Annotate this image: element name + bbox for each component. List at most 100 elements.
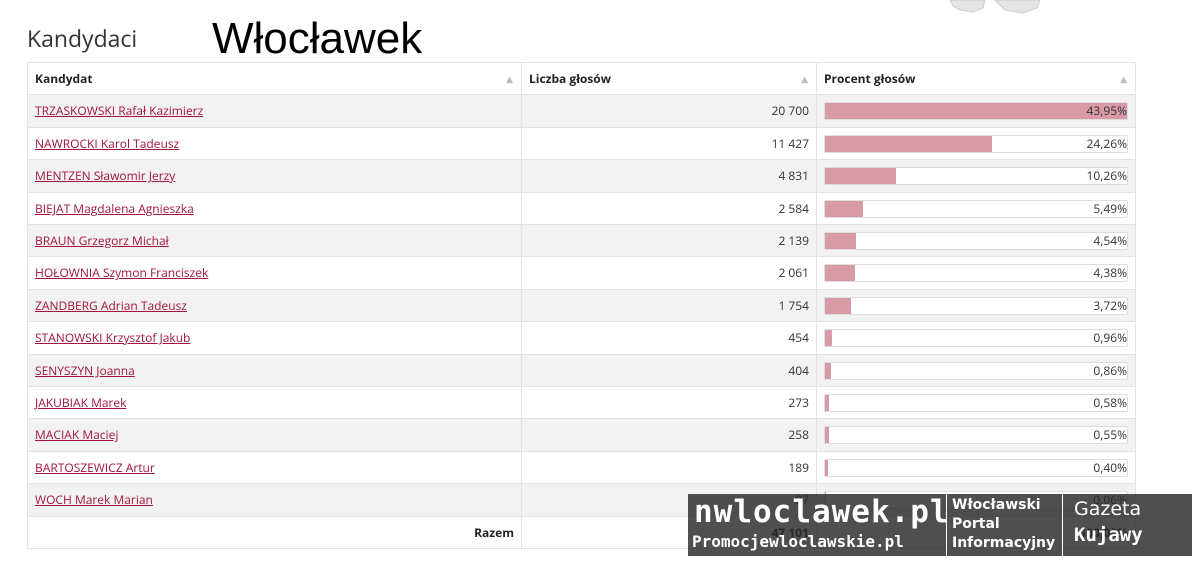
bar	[825, 362, 831, 379]
gazeta-line: Gazeta	[1074, 498, 1142, 520]
bar-track	[824, 134, 1128, 153]
watermark-gazeta: Gazeta Kujawy	[1074, 496, 1143, 548]
header-label: Liczba głosów	[529, 70, 611, 87]
votes: 20 700	[771, 102, 809, 120]
results-table: Kandydat ▲ Liczba głosów ▲ Procent głosów ▲ TR…	[27, 62, 1136, 549]
candidate-link[interactable]: WOCH Marek Marian	[35, 491, 153, 509]
bar-track	[824, 394, 1128, 412]
candidate-link[interactable]: ZANDBERG Adrian Tadeusz	[35, 296, 187, 314]
name-cell: MENTZEN Sławomir Jerzy	[28, 160, 522, 193]
bar-track	[824, 426, 1128, 445]
bar-track	[824, 102, 1128, 121]
votes-cell: 2 139	[522, 225, 817, 258]
bar	[825, 330, 832, 347]
percent-label: 43,95%	[1086, 102, 1127, 120]
name-cell: JAKUBIAK Marek	[28, 387, 522, 420]
header-cell[interactable]: Procent głosów ▲	[817, 63, 1136, 96]
percent-cell: 0,55%	[817, 419, 1136, 452]
header-cell[interactable]: Liczba głosów ▲	[522, 63, 817, 96]
votes: 11 427	[771, 134, 809, 152]
heading: Kandydaci	[27, 22, 138, 54]
name-cell: BRAUN Grzegorz Michał	[28, 225, 522, 258]
name-cell: BIEJAT Magdalena Agnieszka	[28, 192, 522, 225]
candidate-link[interactable]: JAKUBIAK Marek	[35, 394, 127, 411]
bar	[825, 135, 992, 152]
map-graphic	[949, 0, 1041, 14]
name-cell: BARTOSZEWICZ Artur	[28, 451, 522, 485]
votes: 1 754	[778, 296, 809, 314]
bar	[825, 459, 828, 476]
name-cell: ZANDBERG Adrian Tadeusz	[28, 289, 522, 323]
gazeta-line: Kujawy	[1074, 524, 1143, 546]
bar-track	[824, 264, 1128, 283]
portal-line: Portal	[952, 516, 1000, 532]
percent-label: 10,26%	[1086, 167, 1127, 185]
percent-cell: 0,96%	[817, 322, 1136, 355]
votes: 2 061	[778, 264, 809, 282]
percent-label: 0,55%	[1093, 426, 1127, 444]
watermark: nwloclawek.pl Promocjewloclawskie.pl Wło…	[688, 494, 1192, 556]
votes: 2 139	[778, 232, 809, 249]
bar	[825, 200, 863, 217]
percent-label: 0,58%	[1093, 394, 1127, 411]
bar-track	[824, 199, 1128, 218]
votes-cell: 2 061	[522, 257, 817, 290]
watermark-promo: Promocjewloclawskie.pl	[692, 532, 904, 551]
header-cell[interactable]: Kandydat ▲	[28, 63, 522, 96]
candidate-link[interactable]: HOŁOWNIA Szymon Franciszek	[35, 264, 209, 282]
candidate-link[interactable]: NAWROCKI Karol Tadeusz	[35, 134, 180, 152]
percent-cell: 0,40%	[817, 451, 1136, 485]
candidate-link[interactable]: MACIAK Maciej	[35, 426, 119, 444]
percent-cell: 43,95%	[817, 95, 1136, 128]
votes: 273	[788, 394, 809, 411]
sort-icon: ▲	[1120, 72, 1127, 85]
name-cell: NAWROCKI Karol Tadeusz	[28, 127, 522, 161]
percent-label: 0,86%	[1093, 361, 1127, 379]
votes-cell: 273	[522, 387, 817, 420]
percent-cell: 5,49%	[817, 192, 1136, 225]
portal-line: Informacyjny	[952, 535, 1056, 551]
bar	[825, 427, 829, 444]
bar	[825, 265, 856, 282]
votes-cell: 258	[522, 419, 817, 452]
votes-cell: 11 427	[522, 127, 817, 161]
candidate-link[interactable]: MENTZEN Sławomir Jerzy	[35, 167, 176, 185]
votes-cell: 189	[522, 451, 817, 485]
candidate-link[interactable]: SENYSZYN Joanna	[35, 361, 135, 379]
header-label: Kandydat	[35, 70, 93, 87]
votes: 189	[788, 458, 809, 476]
percent-label: 0,40%	[1093, 458, 1127, 476]
name-cell: TRZASKOWSKI Rafał Kazimierz	[28, 95, 522, 128]
votes-cell: 20 700	[522, 95, 817, 128]
divider	[1062, 494, 1063, 556]
percent-label: 24,26%	[1086, 134, 1127, 152]
votes: 404	[788, 361, 809, 379]
percent-label: 3,72%	[1093, 296, 1127, 314]
bar-track	[824, 361, 1128, 380]
votes-cell: 404	[522, 354, 817, 387]
name-cell: HOŁOWNIA Szymon Franciszek	[28, 257, 522, 290]
percent-cell: 0,86%	[817, 354, 1136, 387]
bar	[825, 395, 829, 411]
votes: 454	[788, 329, 809, 347]
candidate-link[interactable]: BARTOSZEWICZ Artur	[35, 458, 155, 476]
candidate-link[interactable]: STANOWSKI Krzysztof Jakub	[35, 329, 191, 347]
sort-icon: ▲	[801, 72, 808, 85]
votes: 4 831	[778, 167, 809, 185]
votes-cell: 1 754	[522, 289, 817, 323]
name-cell: WOCH Marek Marian	[28, 484, 522, 517]
percent-label: 4,54%	[1093, 232, 1127, 249]
percent-label: 5,49%	[1093, 199, 1127, 217]
name-cell: SENYSZYN Joanna	[28, 354, 522, 387]
total-label-cell: Razem	[28, 516, 522, 549]
bar	[825, 297, 851, 314]
total-label: Razem	[474, 523, 514, 541]
bar-track	[824, 232, 1128, 250]
votes-cell: 4 831	[522, 160, 817, 193]
candidate-link[interactable]: BRAUN Grzegorz Michał	[35, 232, 169, 249]
bar-track	[824, 458, 1128, 477]
name-cell: MACIAK Maciej	[28, 419, 522, 452]
candidate-link[interactable]: BIEJAT Magdalena Agnieszka	[35, 199, 194, 217]
candidate-link[interactable]: TRZASKOWSKI Rafał Kazimierz	[35, 102, 204, 120]
